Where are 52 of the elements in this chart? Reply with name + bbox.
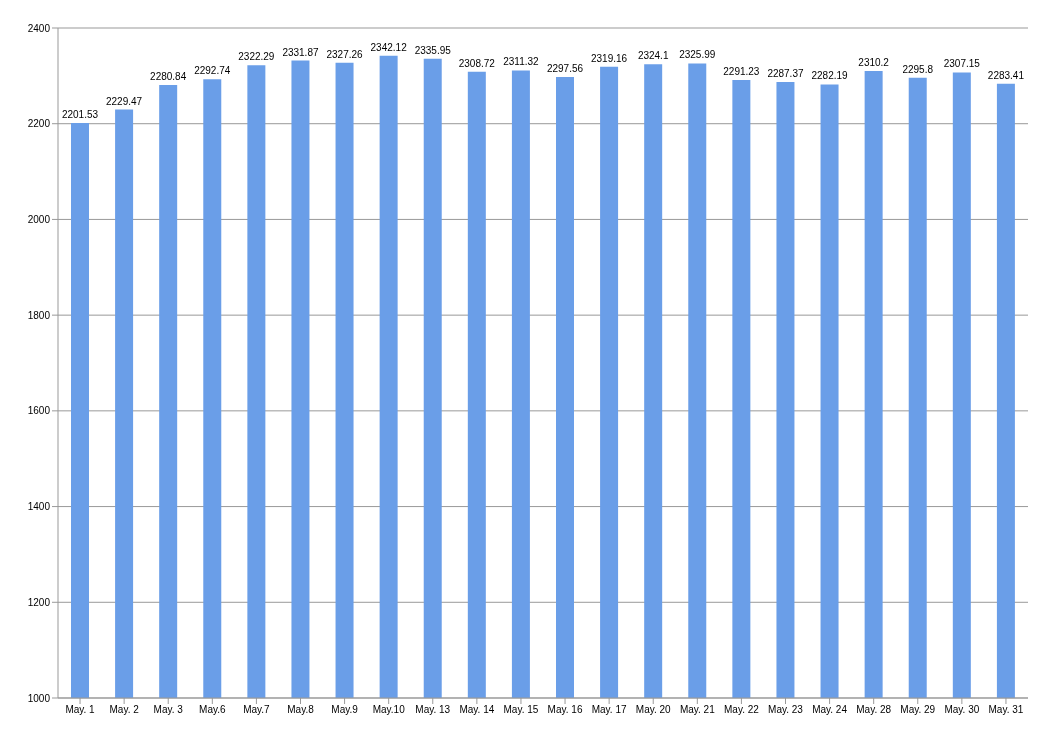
x-tick-label: May. 21: [679, 704, 716, 716]
x-tick-label: May. 20: [635, 704, 672, 716]
x-tick-label: May. 16: [547, 704, 583, 716]
y-tick-label: 2000: [27, 213, 51, 225]
data-label: 2342.12: [370, 41, 408, 53]
x-tick-label: May. 30: [944, 704, 980, 716]
data-label: 2335.95: [414, 44, 452, 56]
data-label: 2287.37: [767, 67, 804, 79]
data-label: 2322.29: [238, 51, 275, 63]
x-tick-label: May.10: [372, 704, 406, 716]
data-label: 2331.87: [282, 46, 319, 58]
x-tick-label: May.8: [287, 704, 315, 716]
x-tick-label: May. 14: [459, 704, 495, 716]
data-label: 2311.32: [503, 56, 540, 68]
y-tick-label: 2200: [27, 118, 51, 130]
x-tick-label: May. 31: [988, 704, 1024, 716]
y-tick-label: 1000: [27, 692, 51, 704]
data-label: 2325.99: [679, 49, 716, 61]
x-tick-label: May. 23: [768, 704, 804, 716]
data-label: 2291.23: [723, 66, 760, 78]
data-label: 2319.16: [591, 52, 628, 64]
x-tick-label: May. 17: [591, 704, 627, 716]
y-tick-label: 1200: [27, 596, 51, 608]
x-tick-label: May. 15: [503, 704, 539, 716]
y-tick-label: 1600: [27, 405, 51, 417]
y-tick-label: 1800: [27, 309, 51, 321]
x-tick-label: May. 1: [65, 704, 96, 716]
data-label: 2280.84: [150, 71, 187, 83]
y-tick-label: 1400: [27, 501, 51, 513]
x-tick-label: May.7: [243, 704, 271, 716]
x-tick-label: May. 13: [415, 704, 451, 716]
x-tick-label: May. 28: [856, 704, 892, 716]
data-label: 2229.47: [106, 95, 143, 107]
x-tick-label: May. 3: [153, 704, 184, 716]
data-label: 2283.41: [987, 69, 1025, 81]
data-label: 2201.53: [61, 108, 99, 120]
data-label: 2308.72: [458, 57, 496, 69]
x-tick-label: May. 29: [900, 704, 936, 716]
data-label: 2310.2: [858, 56, 890, 68]
data-label: 2282.19: [811, 70, 849, 82]
x-tick-label: May.9: [331, 704, 359, 716]
data-label: 2327.26: [326, 48, 364, 60]
data-label: 2324.1: [637, 50, 669, 62]
x-tick-label: May.6: [199, 704, 226, 716]
data-label: 2295.8: [902, 63, 934, 75]
x-tick-label: May. 2: [109, 704, 140, 716]
x-tick-label: May. 24: [812, 704, 848, 716]
data-label: 2307.15: [943, 58, 981, 70]
data-label: 2292.74: [194, 65, 231, 77]
y-tick-label: 2400: [27, 22, 51, 34]
x-tick-label: May. 22: [723, 704, 760, 716]
data-label: 2297.56: [546, 63, 584, 75]
